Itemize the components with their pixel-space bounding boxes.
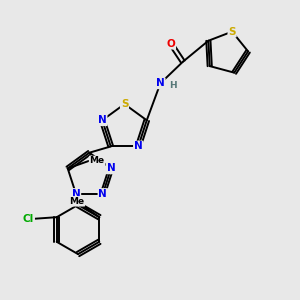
- Text: O: O: [167, 39, 175, 49]
- Text: Me: Me: [69, 197, 84, 206]
- Text: N: N: [72, 189, 80, 199]
- Text: N: N: [98, 189, 107, 199]
- Text: N: N: [98, 115, 106, 125]
- Text: S: S: [228, 27, 236, 37]
- Text: N: N: [107, 164, 116, 173]
- Text: H: H: [169, 81, 177, 90]
- Text: S: S: [121, 99, 128, 109]
- Text: N: N: [156, 78, 165, 88]
- Text: Me: Me: [90, 157, 105, 166]
- Text: N: N: [134, 141, 142, 152]
- Text: Cl: Cl: [23, 214, 34, 224]
